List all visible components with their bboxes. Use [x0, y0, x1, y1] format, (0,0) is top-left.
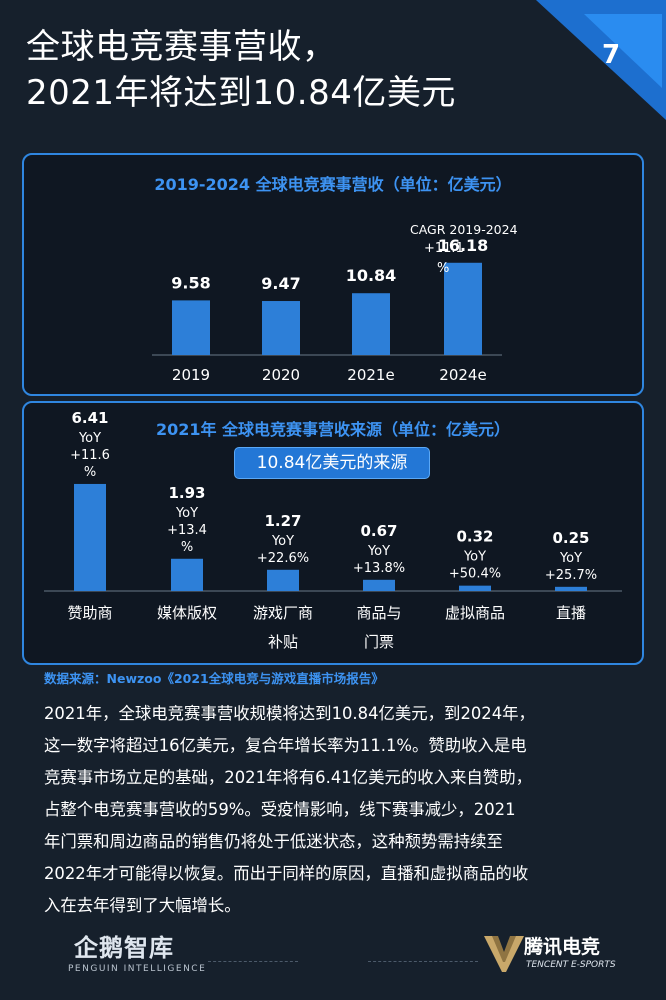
category-label: 2021e [347, 366, 394, 384]
body-line: 2021年，全球电竞赛事营收规模将达到10.84亿美元，到2024年， [44, 704, 535, 723]
revenue-source-bar-chart: 6.41 YoY +11.6% 赞助商 1.93 YoY +13.4% 媒体版权 1.27 YoY… [44, 409, 622, 651]
revenue-bar-chart: 9.58 2019 9.47 2020 10.84 2021e 16.18 2024e CAGR… [152, 222, 518, 384]
bar [172, 300, 210, 355]
category-label: 赞助商 [67, 604, 112, 622]
right-logo-text: 腾讯电竞 [524, 936, 601, 958]
body-line: 2022年才可能得以恢复。而出于同样的原因，直播和虚拟商品的收 [44, 864, 529, 883]
data-source: 数据来源：Newzoo《2021全球电竞与游戏直播市场报告》 [44, 671, 384, 686]
bar [363, 579, 395, 591]
value-label: 0.67 [360, 522, 397, 540]
category-label: 商品与 [356, 604, 401, 622]
value-label: 0.32 [456, 528, 493, 546]
yoy-label: YoY [367, 544, 390, 559]
yoy-value: +25.7% [545, 568, 597, 583]
page-number-corner [536, 0, 666, 120]
revenue-chart-title: 2019-2024 全球电竞赛事营收（单位：亿美元） [154, 175, 512, 194]
value-label: 10.84 [346, 266, 397, 285]
page-title: 全球电竞赛事营收， 2021年将达到10.84亿美元 [26, 24, 546, 116]
category-label: 虚拟商品 [445, 604, 505, 622]
cagr-annotation: +11.1 [424, 241, 464, 256]
yoy-label: YoY [271, 534, 294, 549]
penguin-intelligence-logo: 企鹅智库 PENGUIN INTELLIGENCE [68, 928, 208, 984]
yoy-label: YoY [463, 550, 486, 565]
bar [555, 586, 587, 591]
yoy-value: +22.6% [257, 551, 309, 566]
revenue-source-chart-title: 2021年 全球电竞赛事营收来源（单位：亿美元） [155, 420, 511, 439]
bar [262, 301, 300, 355]
footer-divider [208, 961, 298, 962]
title-line-1: 全球电竞赛事营收， [26, 27, 337, 67]
yoy-value: +13.4 [167, 523, 207, 538]
category-label: 直播 [556, 604, 586, 622]
corner-triangle-icon [584, 14, 662, 88]
yoy-value: +13.8% [353, 561, 405, 576]
body-line: 竞赛事市场立足的基础，2021年将有6.41亿美元的收入来自赞助， [44, 768, 532, 787]
revenue-source-subtitle: 10.84亿美元的来源 [234, 447, 430, 479]
yoy-label: YoY [175, 506, 198, 521]
category-label: 补贴 [268, 633, 298, 651]
category-label: 门票 [364, 633, 394, 651]
value-label: 16.18 [438, 236, 489, 255]
category-label: 媒体版权 [157, 604, 217, 622]
yoy-value: +11.6 [70, 448, 110, 463]
bar [74, 483, 106, 591]
footer-divider [368, 961, 478, 962]
page-number: 7 [601, 40, 621, 70]
left-logo-subtext: PENGUIN INTELLIGENCE [68, 964, 207, 974]
body-line: 年门票和周边商品的销售仍将处于低迷状态，这种颓势需持续至 [44, 832, 503, 851]
value-label: 9.58 [171, 273, 210, 292]
body-line: 这一数字将超过16亿美元，复合年增长率为11.1%。赞助收入是电 [44, 736, 527, 755]
yoy-label: YoY [559, 551, 582, 566]
category-label: 2024e [439, 366, 486, 384]
bar [444, 262, 482, 355]
bar [459, 585, 491, 591]
value-label: 0.25 [552, 529, 589, 547]
body-line: 入在去年得到了大幅增长。 [44, 896, 241, 915]
bar [352, 293, 390, 355]
category-label: 游戏厂商 [253, 604, 313, 622]
yoy-value: % [181, 540, 193, 555]
body-line: 占整个电竞赛事营收的59%。受疫情影响，线下赛事减少，2021 [44, 800, 516, 819]
value-label: 6.41 [71, 409, 108, 427]
yoy-value: % [84, 465, 96, 480]
category-label: 2020 [262, 366, 300, 384]
value-label: 1.27 [264, 512, 301, 530]
value-label: 9.47 [261, 274, 300, 293]
title-line-2: 2021年将达到10.84亿美元 [26, 73, 456, 113]
revenue-source-chart-panel: 2021年 全球电竞赛事营收来源（单位：亿美元） [22, 401, 644, 665]
yoy-value: +50.4% [449, 567, 501, 582]
left-logo-text: 企鹅智库 [74, 934, 174, 962]
category-label: 2019 [172, 366, 210, 384]
cagr-annotation: CAGR 2019-2024 [410, 222, 518, 237]
body-paragraph: 2021年，全球电竞赛事营收规模将达到10.84亿美元，到2024年， 这一数字… [44, 698, 626, 922]
bar [267, 569, 299, 591]
tencent-esports-v-icon [484, 936, 524, 972]
right-logo-subtext: TENCENT E-SPORTS [526, 960, 616, 970]
cagr-annotation: % [437, 261, 449, 276]
value-label: 1.93 [168, 484, 205, 502]
yoy-label: YoY [78, 431, 101, 446]
tencent-esports-logo: 腾讯电竞 TENCENT E-SPORTS [484, 930, 644, 980]
bar [171, 558, 203, 591]
